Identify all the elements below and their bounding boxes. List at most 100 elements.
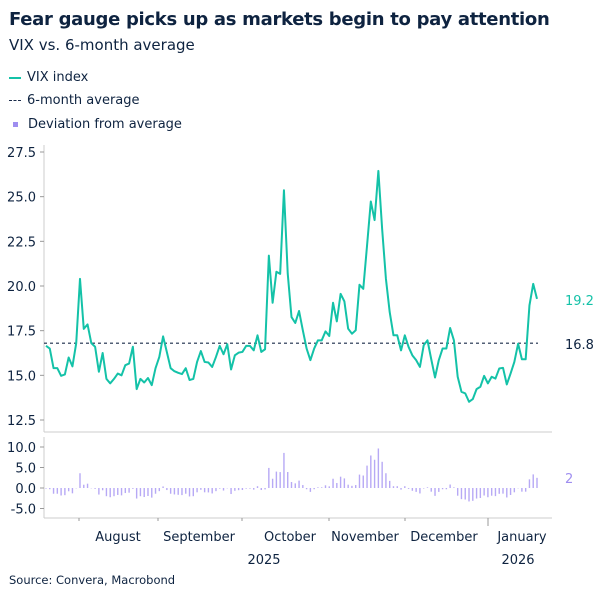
deviation-bar bbox=[71, 488, 74, 494]
legend-item-vix: VIX index bbox=[9, 70, 88, 85]
deviation-bar bbox=[404, 486, 406, 488]
deviation-bar bbox=[343, 478, 346, 488]
deviation-bar bbox=[298, 480, 300, 488]
y-tick-label: 25.0 bbox=[7, 191, 36, 206]
deviation-bar bbox=[117, 488, 119, 495]
y-tick-label: 17.5 bbox=[7, 325, 36, 340]
deviation-bar bbox=[151, 488, 153, 498]
deviation-bar bbox=[222, 488, 225, 491]
deviation-bar bbox=[366, 465, 368, 488]
deviation-bar bbox=[490, 488, 493, 496]
deviation-bar bbox=[400, 488, 402, 490]
deviation-bar bbox=[79, 473, 81, 488]
deviation-bar bbox=[185, 488, 187, 494]
dashed-line-icon bbox=[9, 100, 21, 101]
deviation-bar bbox=[162, 486, 164, 488]
deviation-bar bbox=[253, 488, 255, 490]
deviation-bar bbox=[158, 488, 161, 492]
deviation-bar bbox=[211, 488, 213, 494]
deviation-bar bbox=[355, 485, 357, 488]
deviation-bar bbox=[524, 488, 527, 492]
deviation-bar bbox=[279, 472, 281, 488]
deviation-bar bbox=[536, 477, 538, 488]
month-label: December bbox=[410, 530, 478, 545]
deviation-bar bbox=[181, 488, 183, 496]
deviation-bar bbox=[532, 474, 534, 488]
deviation-bar bbox=[385, 473, 387, 488]
deviation-bar bbox=[321, 487, 323, 488]
deviation-bar bbox=[498, 488, 500, 494]
deviation-bar bbox=[313, 488, 315, 490]
deviation-bar bbox=[124, 488, 127, 494]
deviation-bar bbox=[245, 488, 247, 489]
y-tick-label: -5.0 bbox=[11, 503, 36, 518]
legend-label: 6-month average bbox=[27, 93, 140, 108]
deviation-bar bbox=[434, 488, 436, 496]
deviation-bar bbox=[377, 448, 380, 488]
deviation-bar bbox=[407, 488, 410, 489]
deviation-bar bbox=[67, 488, 70, 492]
deviation-bar bbox=[249, 488, 251, 489]
deviation-bar bbox=[336, 482, 338, 488]
deviation-bar bbox=[317, 487, 319, 488]
deviation-bar bbox=[203, 488, 206, 493]
deviation-bar bbox=[290, 482, 293, 488]
deviation-bar bbox=[109, 488, 111, 498]
month-label: August bbox=[95, 530, 141, 545]
deviation-bar bbox=[441, 488, 444, 490]
deviation-bar bbox=[283, 452, 285, 488]
y-tick-label: 22.5 bbox=[7, 235, 36, 250]
deviation-bar bbox=[521, 488, 523, 492]
deviation-bar bbox=[94, 488, 96, 489]
legend-label: Deviation from average bbox=[28, 117, 182, 132]
deviation-bar bbox=[464, 488, 466, 500]
deviation-bar bbox=[302, 485, 304, 488]
deviation-bar bbox=[483, 488, 485, 496]
deviation-bar bbox=[305, 488, 308, 490]
month-label: September bbox=[163, 530, 236, 545]
deviation-bar bbox=[86, 483, 89, 488]
deviation-bar bbox=[351, 485, 353, 488]
deviation-bar bbox=[135, 488, 138, 499]
y-tick-label: 12.5 bbox=[7, 414, 36, 429]
deviation-bar bbox=[60, 488, 62, 496]
deviation-bar bbox=[139, 488, 142, 497]
deviation-bar bbox=[389, 480, 391, 488]
deviation-bar bbox=[192, 488, 194, 497]
deviation-bar bbox=[147, 488, 149, 496]
deviation-bar bbox=[128, 488, 130, 493]
deviation-bar bbox=[132, 488, 134, 489]
deviation-bar bbox=[49, 488, 51, 490]
deviation-bar bbox=[237, 488, 240, 491]
deviation-bar bbox=[177, 488, 179, 495]
year-label: 2025 bbox=[247, 553, 280, 568]
deviation-bar bbox=[456, 488, 459, 496]
deviation-bar bbox=[294, 483, 296, 488]
deviation-bar bbox=[230, 488, 232, 495]
legend-item-average: 6-month average bbox=[9, 93, 140, 108]
line-icon bbox=[9, 76, 21, 79]
deviation-bar bbox=[113, 488, 115, 497]
deviation-bar bbox=[64, 488, 66, 496]
deviation-bar bbox=[502, 488, 504, 494]
deviation-bar bbox=[396, 486, 398, 488]
deviation-bar bbox=[234, 488, 236, 491]
deviation-bar bbox=[487, 488, 489, 498]
deviation-bar bbox=[468, 488, 470, 502]
y-tick-label: 10.0 bbox=[7, 441, 36, 456]
source-note: Source: Convera, Macrobond bbox=[9, 573, 176, 587]
legend-label: VIX index bbox=[27, 70, 89, 85]
deviation-bar bbox=[260, 488, 262, 491]
deviation-bar bbox=[445, 488, 448, 490]
deviation-bar bbox=[438, 488, 440, 492]
deviation-bar bbox=[339, 476, 342, 488]
y-tick-label: 15.0 bbox=[7, 369, 36, 384]
y-tick-label: 20.0 bbox=[7, 280, 36, 295]
deviation-bar bbox=[241, 488, 244, 491]
chart-subtitle: VIX vs. 6-month average bbox=[9, 36, 195, 54]
deviation-bar bbox=[309, 488, 312, 492]
deviation-bar bbox=[328, 486, 330, 488]
deviation-bar bbox=[373, 459, 376, 488]
deviation-bar bbox=[324, 485, 327, 488]
